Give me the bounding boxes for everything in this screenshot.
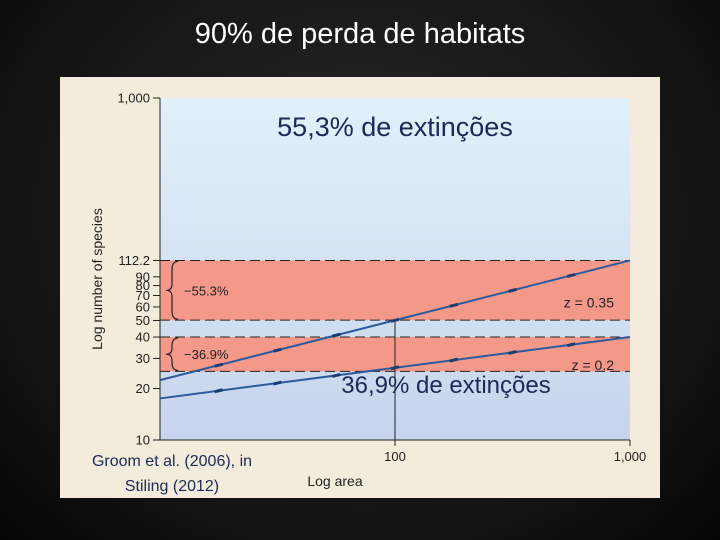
- y-tick-label: 112.2: [118, 253, 150, 268]
- series-tick-mark: [273, 380, 282, 386]
- series-tick-mark: [214, 388, 224, 394]
- y-tick-label: 10: [136, 433, 150, 448]
- series-tick-mark: [273, 347, 282, 353]
- y-tick-label: 1,000: [117, 91, 150, 106]
- y-axis-label: Log number of species: [89, 208, 105, 350]
- species-area-figure: 10 20 30 40 50 60 70 80 90 112.2 1,000 100 1,000 Log …: [60, 77, 660, 498]
- y-tick-label: 50: [136, 313, 150, 328]
- x-tick-label: 100: [384, 449, 406, 464]
- series-tick-mark: [449, 302, 459, 308]
- callout-bottom-extinctions: 36,9% de extinções: [341, 372, 550, 399]
- series-label-2: z = 0.2: [572, 357, 615, 373]
- series-tick-mark: [508, 349, 517, 355]
- y-tick-label: 20: [136, 381, 150, 396]
- series-tick-mark: [390, 317, 400, 323]
- band-percentage-label: −55.3%: [184, 283, 229, 298]
- series-tick-mark: [214, 362, 224, 368]
- band-percentage-label: −36.9%: [184, 347, 229, 362]
- y-tick-label: 70: [136, 288, 150, 303]
- series-tick-mark: [566, 272, 576, 278]
- series-tick-mark: [390, 365, 400, 371]
- callout-top-extinctions: 55,3% de extinções: [277, 112, 513, 142]
- series-tick-mark: [508, 287, 517, 293]
- x-axis-label: Log area: [307, 473, 362, 489]
- y-tick-label: 40: [136, 330, 150, 345]
- x-tick-label: 1,000: [614, 449, 647, 464]
- y-tick-label: 30: [136, 351, 150, 366]
- series-tick-mark: [449, 357, 459, 363]
- y-tick-label: 60: [136, 299, 150, 314]
- y-tick-label: 90: [136, 269, 150, 284]
- band-brace: [165, 337, 179, 371]
- y-tick-label: 80: [136, 278, 150, 293]
- series-tick-mark: [566, 342, 576, 348]
- citation-line-2: Stiling (2012): [125, 478, 219, 495]
- slide-title: 90% de perda de habitats: [194, 18, 526, 50]
- loss-band-1: [160, 260, 630, 321]
- series-label-1: z = 0.35: [564, 294, 614, 310]
- band-brace: [165, 260, 179, 320]
- citation-line-1: Groom et al. (2006), in: [92, 453, 252, 470]
- series-tick-mark: [331, 332, 341, 338]
- series-tick-mark: [331, 372, 341, 378]
